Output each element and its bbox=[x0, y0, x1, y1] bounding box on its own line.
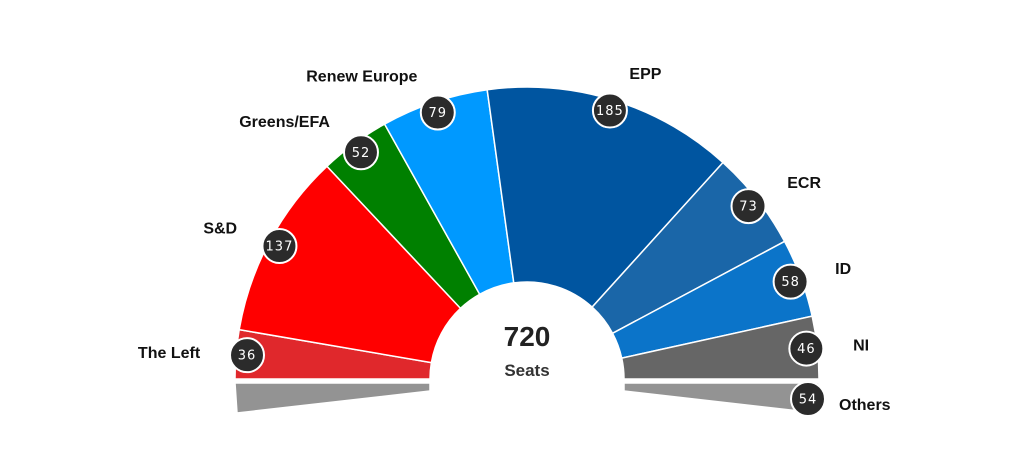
total-seats-value: 720 bbox=[504, 321, 551, 352]
party-label-renew-europe: Renew Europe bbox=[306, 69, 417, 86]
svg-text:137: 137 bbox=[266, 240, 294, 255]
seat-badge-greens-efa: 52 bbox=[342, 134, 379, 171]
seat-badge-s-d: 137 bbox=[261, 228, 298, 265]
party-label-the-left: The Left bbox=[138, 345, 201, 362]
svg-text:73: 73 bbox=[739, 200, 758, 215]
party-label-others: Others bbox=[839, 397, 891, 414]
seat-slice-s-d bbox=[238, 165, 462, 364]
party-label-ni: NI bbox=[853, 337, 869, 354]
svg-text:52: 52 bbox=[352, 146, 371, 161]
seat-badge-ecr: 73 bbox=[730, 188, 767, 225]
seat-badge-epp: 185 bbox=[591, 92, 628, 129]
seat-badge-ni: 46 bbox=[788, 330, 825, 367]
svg-text:46: 46 bbox=[797, 342, 816, 357]
seat-badge-renew-europe: 79 bbox=[419, 94, 456, 131]
party-label-s-d: S&D bbox=[203, 221, 237, 238]
svg-text:58: 58 bbox=[781, 275, 800, 290]
svg-text:54: 54 bbox=[799, 393, 818, 408]
svg-text:185: 185 bbox=[596, 104, 624, 119]
seat-badge-others: 54 bbox=[790, 381, 826, 417]
party-label-ecr: ECR bbox=[787, 175, 821, 192]
party-label-epp: EPP bbox=[629, 66, 661, 83]
seat-slice-others-right bbox=[623, 382, 820, 414]
svg-text:36: 36 bbox=[238, 349, 257, 364]
total-seats-label: Seats bbox=[504, 361, 549, 380]
seat-badge-id: 58 bbox=[772, 263, 809, 300]
seat-slice-epp bbox=[486, 86, 725, 309]
seat-slice-others-left bbox=[234, 382, 431, 414]
svg-text:79: 79 bbox=[429, 106, 448, 121]
party-label-greens-efa: Greens/EFA bbox=[239, 114, 330, 131]
party-label-id: ID bbox=[835, 261, 851, 278]
seat-badge-the-left: 36 bbox=[229, 337, 266, 374]
